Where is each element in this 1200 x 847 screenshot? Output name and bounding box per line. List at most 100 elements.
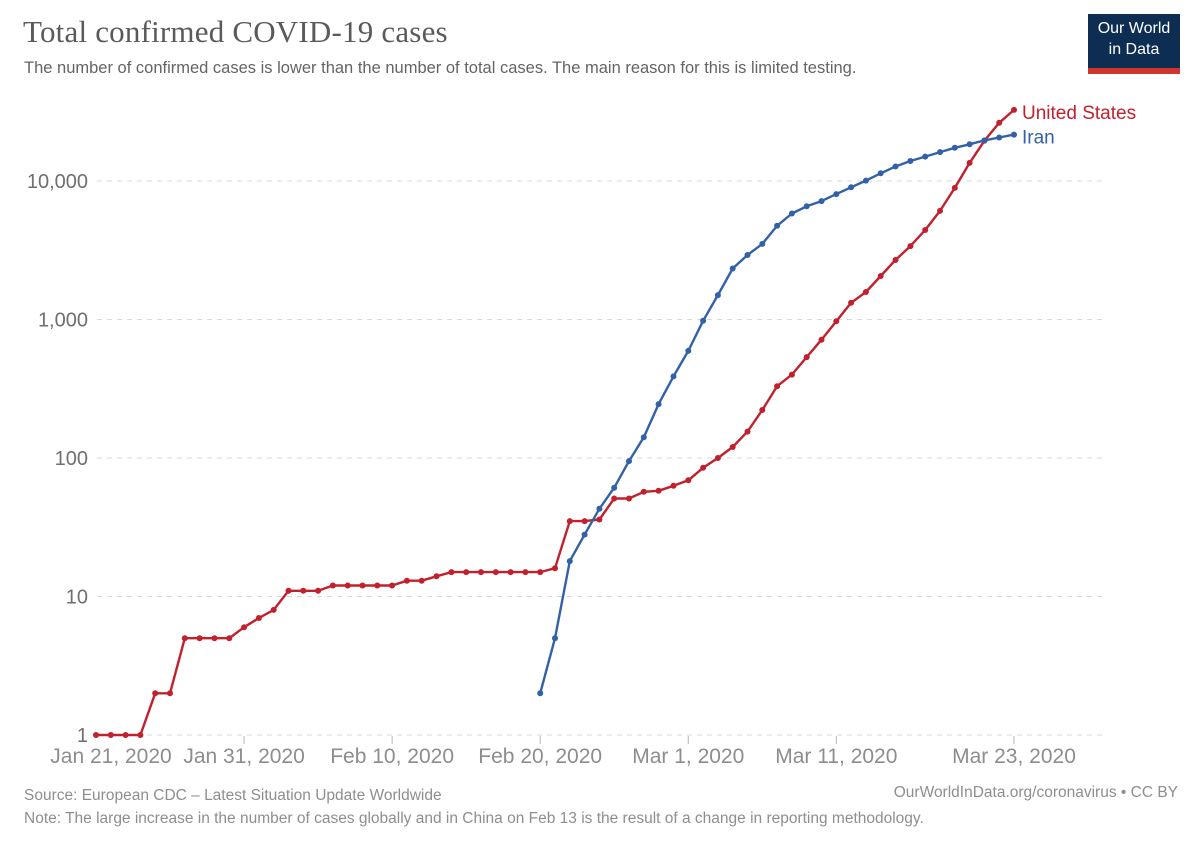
data-point[interactable]	[774, 383, 781, 390]
data-point[interactable]	[922, 153, 929, 160]
data-point[interactable]	[848, 299, 855, 306]
data-point[interactable]	[951, 184, 958, 191]
data-point[interactable]	[670, 373, 677, 380]
data-point[interactable]	[566, 518, 573, 525]
data-point[interactable]	[996, 119, 1003, 126]
data-point[interactable]	[981, 137, 988, 144]
data-point[interactable]	[596, 505, 603, 512]
data-point[interactable]	[700, 317, 707, 324]
data-point[interactable]	[818, 336, 825, 343]
data-point[interactable]	[626, 495, 632, 502]
data-point[interactable]	[478, 569, 484, 576]
data-point[interactable]	[818, 198, 825, 205]
data-point[interactable]	[285, 587, 292, 594]
data-point[interactable]	[877, 273, 884, 279]
data-point[interactable]	[300, 587, 307, 594]
data-point[interactable]	[241, 624, 248, 631]
data-point[interactable]	[581, 518, 588, 525]
line-chart-canvas[interactable]: 1 10 100 1,000 10,000 Jan 21, 2020 Jan 31, 202…	[0, 0, 1200, 775]
data-point[interactable]	[611, 495, 618, 502]
data-point[interactable]	[1011, 131, 1017, 138]
data-point[interactable]	[433, 573, 440, 580]
data-point[interactable]	[907, 243, 914, 250]
data-point[interactable]	[907, 158, 914, 164]
data-point[interactable]	[552, 565, 558, 572]
data-point[interactable]	[226, 635, 233, 642]
data-point[interactable]	[566, 558, 573, 565]
data-point[interactable]	[403, 577, 410, 584]
data-point[interactable]	[774, 222, 781, 229]
data-point[interactable]	[181, 635, 188, 642]
data-point[interactable]	[759, 240, 766, 247]
series-line[interactable]	[539, 133, 1015, 694]
data-point[interactable]	[744, 252, 751, 258]
data-point[interactable]	[255, 615, 262, 621]
data-point[interactable]	[329, 582, 336, 589]
data-point[interactable]	[729, 444, 736, 450]
data-point[interactable]	[655, 487, 662, 494]
data-point[interactable]	[167, 690, 173, 697]
data-point[interactable]	[93, 732, 99, 738]
data-point[interactable]	[937, 149, 943, 156]
series-end-label[interactable]: United States	[1022, 103, 1136, 124]
data-point[interactable]	[833, 191, 840, 198]
data-point[interactable]	[626, 458, 632, 465]
data-point[interactable]	[759, 407, 766, 413]
data-point[interactable]	[522, 569, 529, 576]
data-point[interactable]	[877, 170, 884, 177]
data-point[interactable]	[892, 257, 899, 263]
data-point[interactable]	[463, 569, 470, 576]
data-point[interactable]	[137, 732, 144, 738]
data-point[interactable]	[788, 371, 795, 378]
data-point[interactable]	[507, 569, 514, 576]
data-point[interactable]	[700, 464, 707, 471]
data-point[interactable]	[803, 203, 810, 210]
data-point[interactable]	[803, 354, 810, 361]
data-point[interactable]	[640, 488, 647, 495]
data-point[interactable]	[537, 569, 544, 576]
data-point[interactable]	[833, 318, 840, 325]
data-point[interactable]	[552, 635, 558, 642]
data-point[interactable]	[685, 477, 692, 484]
series-iran[interactable]: Iran	[537, 128, 1055, 697]
data-point[interactable]	[744, 428, 751, 435]
data-point[interactable]	[389, 582, 396, 589]
data-point[interactable]	[892, 163, 899, 170]
data-point[interactable]	[492, 569, 499, 576]
data-point[interactable]	[951, 144, 958, 151]
data-point[interactable]	[611, 484, 618, 491]
data-point[interactable]	[152, 690, 159, 697]
data-point[interactable]	[922, 227, 929, 233]
data-point[interactable]	[655, 401, 662, 408]
data-point[interactable]	[996, 134, 1003, 141]
data-point[interactable]	[374, 582, 381, 589]
series-end-label[interactable]: Iran	[1022, 128, 1055, 149]
data-point[interactable]	[581, 531, 588, 538]
data-point[interactable]	[966, 141, 973, 148]
data-point[interactable]	[640, 434, 647, 441]
data-point[interactable]	[670, 482, 677, 489]
data-point[interactable]	[196, 635, 203, 642]
attribution[interactable]: OurWorldInData.org/coronavirus • CC BY	[893, 784, 1178, 801]
data-point[interactable]	[862, 289, 869, 295]
data-point[interactable]	[211, 635, 218, 642]
data-point[interactable]	[714, 292, 721, 299]
data-point[interactable]	[537, 690, 544, 697]
data-point[interactable]	[1011, 106, 1017, 113]
data-point[interactable]	[418, 577, 425, 584]
data-point[interactable]	[315, 587, 322, 594]
data-point[interactable]	[848, 184, 855, 191]
data-point[interactable]	[862, 177, 869, 184]
series-united-states[interactable]: United States	[93, 103, 1136, 738]
data-point[interactable]	[344, 582, 351, 589]
data-point[interactable]	[788, 210, 795, 217]
data-point[interactable]	[122, 732, 129, 738]
data-point[interactable]	[937, 207, 943, 214]
data-point[interactable]	[714, 455, 721, 461]
data-point[interactable]	[448, 569, 455, 576]
data-point[interactable]	[729, 265, 736, 272]
data-point[interactable]	[966, 159, 973, 166]
data-point[interactable]	[596, 516, 603, 523]
data-point[interactable]	[107, 732, 114, 738]
owid-logo[interactable]: Our World in Data	[1088, 14, 1180, 74]
